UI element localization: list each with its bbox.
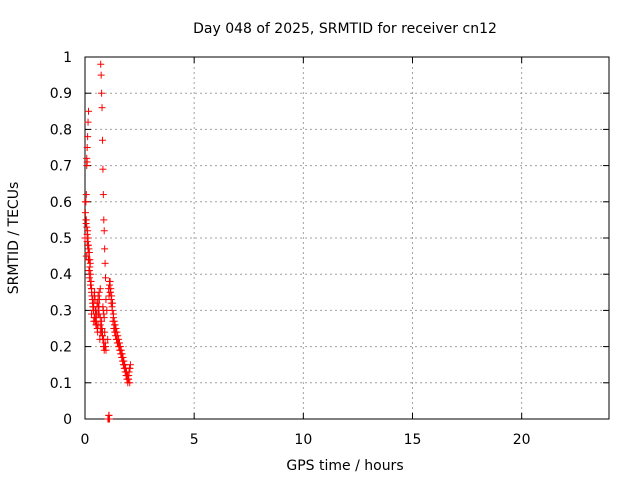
data-point bbox=[84, 241, 92, 249]
y-tick-label: 0.9 bbox=[50, 86, 72, 102]
chart-title: Day 048 of 2025, SRMTID for receiver cn1… bbox=[193, 21, 497, 37]
data-point bbox=[84, 256, 92, 264]
data-point bbox=[82, 191, 90, 199]
data-point bbox=[84, 118, 92, 126]
data-point bbox=[94, 296, 102, 304]
data-point bbox=[81, 198, 89, 206]
x-axis-label: GPS time / hours bbox=[286, 458, 403, 474]
data-point bbox=[114, 339, 122, 347]
data-point bbox=[97, 325, 105, 332]
data-point bbox=[108, 292, 116, 300]
data-point bbox=[98, 328, 106, 336]
data-point bbox=[85, 274, 93, 282]
data-point bbox=[83, 144, 91, 151]
data-point bbox=[98, 317, 106, 325]
data-point bbox=[88, 288, 96, 296]
data-point bbox=[101, 245, 109, 253]
data-point bbox=[84, 248, 92, 256]
tick-marks bbox=[84, 56, 609, 420]
data-point bbox=[92, 321, 100, 329]
data-point bbox=[84, 107, 92, 115]
data-point bbox=[101, 343, 109, 351]
data-point bbox=[121, 364, 129, 372]
data-point bbox=[101, 259, 109, 267]
data-point bbox=[99, 165, 107, 173]
y-axis-label: SRMTID / TECUs bbox=[6, 182, 22, 295]
data-point bbox=[83, 162, 91, 170]
data-point bbox=[105, 281, 113, 289]
x-tick-label: 20 bbox=[513, 432, 531, 448]
data-point bbox=[89, 299, 97, 307]
data-point bbox=[118, 353, 126, 361]
x-tick-label: 5 bbox=[190, 432, 199, 448]
x-tick-label: 0 bbox=[81, 432, 90, 448]
data-point bbox=[107, 299, 115, 307]
data-point bbox=[108, 306, 116, 314]
data-point bbox=[83, 238, 91, 246]
data-point bbox=[122, 368, 130, 376]
data-point bbox=[114, 332, 122, 340]
grid-lines bbox=[85, 57, 609, 419]
data-point bbox=[100, 216, 108, 224]
data-point bbox=[90, 317, 98, 325]
data-point bbox=[100, 335, 108, 343]
data-point bbox=[87, 270, 95, 278]
data-point bbox=[82, 252, 90, 260]
data-point bbox=[116, 346, 124, 354]
data-point bbox=[117, 350, 125, 358]
y-tick-label: 0.3 bbox=[50, 303, 72, 319]
data-point bbox=[100, 227, 108, 235]
data-points bbox=[81, 60, 134, 423]
y-tick-label: 0.1 bbox=[50, 376, 72, 392]
x-tick-label: 10 bbox=[294, 432, 312, 448]
data-point bbox=[124, 372, 132, 380]
y-tick-label: 0.8 bbox=[50, 122, 72, 138]
data-point bbox=[107, 285, 115, 293]
data-point bbox=[119, 357, 127, 365]
data-point bbox=[109, 314, 117, 322]
y-tick-label: 0 bbox=[63, 412, 72, 428]
data-point bbox=[102, 274, 110, 282]
data-point bbox=[98, 136, 106, 144]
y-tick-label: 1 bbox=[63, 50, 72, 66]
data-point bbox=[90, 306, 98, 314]
data-point bbox=[112, 328, 120, 336]
data-point bbox=[82, 220, 90, 228]
data-point bbox=[120, 361, 128, 369]
y-tick-label: 0.2 bbox=[50, 340, 72, 356]
data-point bbox=[84, 234, 92, 242]
data-point bbox=[85, 267, 93, 275]
data-point bbox=[125, 375, 133, 383]
data-point bbox=[84, 133, 92, 141]
data-point bbox=[97, 60, 105, 68]
data-point bbox=[96, 314, 104, 322]
data-point bbox=[96, 285, 104, 293]
data-point bbox=[81, 209, 89, 217]
data-point bbox=[105, 415, 113, 423]
y-tick-label: 0.6 bbox=[50, 195, 72, 211]
data-point bbox=[98, 104, 106, 112]
y-tick-label: 0.7 bbox=[50, 159, 72, 175]
data-point bbox=[110, 321, 118, 329]
y-tick-label: 0.4 bbox=[50, 267, 72, 283]
tick-labels: 00.10.20.30.40.50.60.70.80.910 5 10 15 20 bbox=[50, 50, 531, 448]
x-tick-label: 15 bbox=[404, 432, 422, 448]
data-point bbox=[113, 335, 121, 343]
data-point bbox=[115, 343, 123, 351]
data-point bbox=[98, 89, 106, 97]
data-point bbox=[126, 379, 134, 387]
data-point bbox=[97, 71, 105, 79]
data-point bbox=[84, 227, 92, 235]
data-point bbox=[83, 223, 91, 231]
y-tick-label: 0.5 bbox=[50, 231, 72, 247]
data-point bbox=[99, 191, 107, 199]
data-point bbox=[93, 310, 101, 318]
data-point bbox=[86, 281, 94, 289]
data-point bbox=[106, 288, 114, 296]
data-point bbox=[106, 277, 114, 285]
data-point bbox=[95, 288, 103, 296]
